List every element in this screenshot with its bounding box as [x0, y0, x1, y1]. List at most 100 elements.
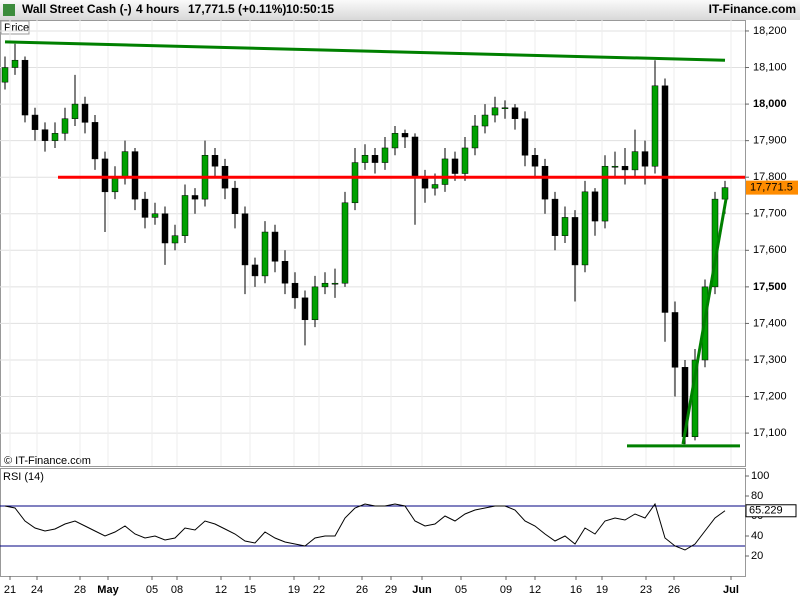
rsi-tick-label: 100	[751, 470, 769, 482]
x-tick-label: 24	[31, 584, 43, 596]
candle-body	[161, 213, 169, 244]
candle-body	[561, 217, 569, 236]
candle-body	[61, 118, 69, 134]
candle-body	[321, 282, 329, 288]
candle-body	[281, 261, 289, 284]
candle-body	[521, 118, 529, 156]
candle-body	[41, 129, 49, 141]
candle-body	[411, 136, 419, 178]
candle-body	[111, 176, 119, 193]
candle-body	[461, 147, 469, 174]
trend-line	[681, 198, 728, 445]
candle-body	[271, 231, 279, 262]
rsi-tick-label: 80	[751, 490, 763, 502]
x-tick-label: 26	[356, 584, 368, 596]
candle-body	[431, 184, 439, 189]
candle-body	[441, 158, 449, 185]
rsi-pane	[0, 468, 746, 577]
candle-body	[481, 114, 489, 127]
y-tick-label: 17,400	[753, 317, 787, 329]
candle-body	[361, 155, 369, 163]
candle-body	[241, 213, 249, 266]
candle-body	[451, 158, 459, 174]
candle-body	[421, 176, 429, 189]
candle-body	[551, 198, 559, 236]
candle-body	[511, 107, 519, 119]
candle-body	[601, 165, 609, 222]
y-tick-label: 17,900	[753, 135, 787, 147]
x-tick-label: 22	[313, 584, 325, 596]
last-price-label: 17,771.5	[750, 182, 793, 194]
rsi-line	[4, 502, 726, 551]
candle-body	[261, 231, 269, 277]
x-tick-label: 21	[4, 584, 16, 596]
y-tick-label: 17,100	[753, 427, 787, 439]
candle-body	[351, 162, 359, 204]
x-tick-label: 16	[570, 584, 582, 596]
y-tick-label: 18,100	[753, 61, 787, 73]
candle-body	[471, 125, 479, 149]
x-tick-label: 08	[171, 584, 183, 596]
candle-body	[301, 297, 309, 321]
candle-body	[151, 213, 159, 218]
rsi-tick-label: 40	[751, 530, 763, 542]
x-tick-label: 28	[74, 584, 86, 596]
rsi-last-box	[745, 504, 797, 518]
candle-body	[401, 133, 409, 138]
rsi-tick-label: 20	[751, 550, 763, 562]
candle-body	[251, 264, 259, 277]
candle-body	[541, 165, 549, 200]
candle-body	[611, 165, 619, 168]
last-price-box	[746, 180, 798, 195]
rsi-last-label: 65.229	[749, 505, 783, 517]
candle-body	[181, 195, 189, 236]
y-tick-label: 17,300	[753, 354, 787, 366]
icon	[3, 4, 15, 16]
candle-body	[21, 59, 29, 116]
candle-body	[621, 165, 629, 171]
x-tick-label: Jun	[412, 584, 432, 596]
x-tick-label: 12	[529, 584, 541, 596]
candle-body	[631, 151, 639, 171]
candle-body	[291, 282, 299, 299]
brand: IT-Finance.com	[709, 2, 796, 16]
x-tick-label: 29	[385, 584, 397, 596]
candle-body	[641, 151, 649, 167]
candle-body	[491, 107, 499, 116]
candle-body	[31, 114, 39, 130]
candle-body	[11, 59, 19, 68]
y-tick-label: 18,200	[753, 25, 787, 37]
candle-body	[571, 217, 579, 266]
x-tick-label: 23	[640, 584, 652, 596]
candle-body	[661, 85, 669, 313]
candle-body	[191, 195, 199, 200]
quote: 17,771.5 (+0.11%)	[188, 2, 286, 16]
title-bar	[0, 0, 800, 20]
candle-body	[51, 133, 59, 141]
candle-body	[391, 133, 399, 149]
candle-body	[211, 155, 219, 167]
candle-body	[671, 312, 679, 368]
candle-body	[171, 235, 179, 244]
candle-body	[1, 67, 9, 83]
x-tick-label: Jul	[723, 584, 739, 596]
candle-body	[141, 198, 149, 218]
y-tick-label: 18,000	[753, 98, 787, 110]
candle-body	[331, 282, 339, 285]
time: 10:50:15	[286, 2, 334, 16]
candle-body	[91, 122, 99, 160]
y-tick-label: 17,700	[753, 208, 787, 220]
rsi-label: RSI (14)	[3, 471, 44, 483]
candle-body	[651, 85, 659, 167]
candle-body	[371, 155, 379, 163]
x-tick-label: 05	[146, 584, 158, 596]
candle-body	[591, 191, 599, 222]
price-pane	[0, 20, 746, 467]
candle-body	[381, 147, 389, 163]
candle-body	[341, 202, 349, 284]
candle-body	[131, 151, 139, 200]
x-tick-label: 19	[596, 584, 608, 596]
trend-line	[4, 40, 726, 62]
candle-body	[231, 187, 239, 215]
